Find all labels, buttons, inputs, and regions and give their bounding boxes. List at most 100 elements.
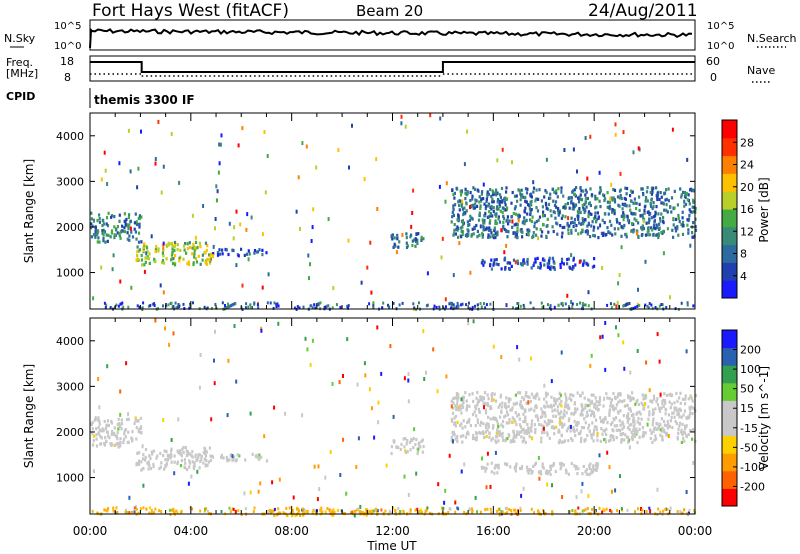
range-cell: [610, 223, 613, 227]
range-cell: [549, 192, 552, 196]
range-cell: [694, 225, 697, 229]
range-cell: [113, 233, 116, 237]
range-cell: [604, 437, 607, 442]
range-cell: [655, 400, 658, 404]
range-cell: [102, 222, 106, 226]
range-cell: [146, 250, 149, 254]
range-cell: [492, 236, 495, 240]
range-cell: [548, 421, 551, 426]
range-cell: [562, 205, 566, 209]
range-cell: [471, 413, 475, 417]
range-cell: [669, 205, 672, 209]
range-cell: [543, 195, 546, 199]
range-cell: [177, 417, 180, 422]
range-cell: [641, 426, 644, 430]
range-cell: [538, 188, 541, 192]
range-cell: [637, 235, 640, 239]
range-cell: [92, 296, 95, 301]
range-cell: [620, 245, 623, 250]
range-cell: [252, 510, 255, 513]
range-cell: [97, 425, 100, 429]
range-cell: [473, 225, 476, 229]
range-cell: [135, 461, 138, 466]
range-cell: [497, 424, 500, 428]
range-cell: [144, 447, 148, 452]
range-cell: [456, 187, 459, 191]
range-cell: [652, 394, 656, 398]
range-cell: [454, 203, 457, 207]
colorbar-tick-label: 200: [740, 344, 761, 357]
range-cell: [525, 200, 528, 204]
range-cell: [662, 404, 665, 408]
range-cell: [626, 435, 630, 439]
colorbar-frame: [721, 329, 738, 507]
range-cell: [671, 426, 674, 430]
range-cell: [571, 220, 574, 224]
range-cell: [459, 193, 463, 197]
range-cell: [205, 248, 208, 253]
range-cell: [273, 301, 276, 305]
range-cell: [528, 207, 531, 211]
range-cell: [522, 427, 525, 431]
range-cell: [329, 511, 332, 515]
range-cell: [150, 450, 153, 454]
range-cell: [138, 451, 141, 455]
range-cell: [688, 511, 690, 515]
range-cell: [566, 221, 569, 225]
range-cell: [591, 470, 594, 474]
range-cell: [543, 397, 546, 401]
range-cell: [626, 508, 629, 512]
range-cell: [590, 401, 594, 405]
range-cell: [447, 511, 450, 514]
range-cell: [216, 198, 218, 203]
range-cell: [605, 232, 608, 237]
range-cell: [218, 142, 221, 147]
range-cell: [257, 306, 260, 310]
range-cell: [567, 419, 570, 423]
range-cell: [674, 226, 677, 230]
range-cell: [450, 404, 453, 409]
range-cell: [546, 265, 549, 269]
range-cell: [458, 199, 461, 203]
range-cell: [135, 426, 138, 430]
range-cell: [203, 305, 206, 309]
range-cell: [664, 407, 667, 411]
range-cell: [231, 507, 234, 511]
range-cell: [110, 229, 114, 233]
range-cell: [470, 507, 473, 511]
range-cell: [149, 304, 152, 308]
range-cell: [100, 429, 103, 433]
range-cell: [687, 193, 690, 197]
range-cell: [133, 510, 136, 514]
range-cell: [644, 259, 647, 264]
range-cell: [568, 265, 571, 269]
range-cell: [622, 432, 625, 436]
range-cell: [536, 414, 539, 418]
range-cell: [240, 247, 243, 251]
range-cell: [456, 506, 459, 510]
range-cell: [512, 429, 515, 433]
range-cell: [517, 391, 520, 395]
range-cell: [466, 228, 469, 232]
range-cell: [530, 422, 533, 426]
range-cell: [204, 251, 207, 255]
range-cell: [147, 460, 150, 464]
range-cell: [666, 424, 669, 428]
range-cell: [486, 194, 489, 198]
range-cell: [564, 439, 567, 443]
range-cell: [634, 510, 636, 514]
range-cell: [321, 510, 324, 514]
range-cell: [162, 290, 165, 295]
range-cell: [652, 232, 655, 236]
range-cell: [94, 416, 97, 420]
range-cell: [204, 454, 208, 458]
range-cell: [672, 223, 675, 227]
range-cell: [685, 349, 688, 354]
range-cell: [540, 301, 543, 305]
range-cell: [534, 430, 537, 435]
range-cell: [391, 237, 394, 241]
range-cell: [587, 494, 590, 498]
range-cell: [481, 258, 484, 263]
range-cell: [537, 265, 540, 269]
range-cell: [91, 427, 94, 431]
